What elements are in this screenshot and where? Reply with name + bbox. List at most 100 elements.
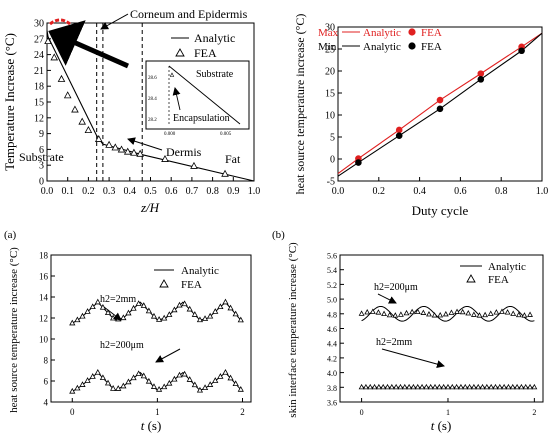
annotation-substrate: Substrate: [19, 150, 64, 164]
fea-point: [150, 383, 158, 389]
fea-point: [201, 315, 209, 321]
y-tick-label: 3.6: [327, 399, 337, 408]
y-tick-labels: -5 0 5 10 15 20 25 30: [325, 23, 335, 188]
fea-point: [522, 383, 529, 390]
fea-point: [419, 383, 425, 390]
fea-point: [161, 314, 168, 321]
fea-point: [504, 309, 511, 315]
fea-point: [510, 310, 517, 316]
y-tick-label: 4.6: [327, 325, 337, 334]
fea-point: [120, 314, 127, 321]
fea-point: [232, 380, 239, 387]
fea-point: [171, 306, 178, 313]
fea-points: [69, 298, 244, 394]
y-tick-label: 4.8: [327, 310, 337, 319]
fea-point: [432, 383, 438, 390]
min-fea-point: [518, 47, 525, 55]
y-tick-label: 4.2: [327, 354, 337, 363]
y-tick-label: 21: [34, 66, 44, 77]
annotation-arrow-2mm: [103, 306, 122, 321]
fea-point: [364, 309, 371, 315]
fea-point: [436, 383, 443, 390]
panel-label-b: (b): [272, 229, 285, 241]
fea-point: [440, 383, 447, 390]
annotation-arrow-200um: [155, 348, 181, 363]
fea-point: [123, 147, 132, 155]
fea-point: [125, 309, 132, 316]
y-tick-label: -5: [327, 177, 335, 188]
annotation-arrow-dermis: [127, 137, 163, 151]
annotation-h2-2mm: h2=2mm: [376, 337, 412, 348]
fea-point: [104, 309, 112, 316]
chart-temperature-vs-depth: 0.0 0.1 0.2 0.3 0.4 0.5 0.6 0.7 0.8 0.9 1.0 0 3 6 9 12…: [2, 7, 260, 215]
y-tick-label: 0: [330, 155, 335, 166]
fea-point: [196, 386, 204, 393]
chart-skin-interface-vs-time: 0 1 2 3.6 3.8 4.0 4.2 4.4 4.6 4.8 5.0 5.2 5.4 5.6 t …: [287, 242, 544, 433]
fea-point: [212, 377, 219, 383]
y-tick-label: 18: [39, 251, 49, 261]
y-tick-label: 4: [44, 398, 49, 408]
tick-marks: [337, 26, 543, 182]
fea-point: [414, 383, 421, 390]
fea-point: [135, 370, 142, 377]
y-tick-label: 5.4: [327, 266, 337, 275]
x-tick-label: 0.9: [227, 186, 240, 197]
pointer-arrow: [48, 20, 130, 69]
y-tick-label: 5: [330, 133, 335, 144]
fea-point: [84, 308, 91, 314]
fea-point: [140, 372, 147, 379]
fea-point: [397, 311, 404, 317]
fea-point: [406, 383, 413, 390]
x-tick-label: 1.0: [248, 186, 261, 197]
fea-point: [427, 383, 434, 390]
y-tick-label: 12: [34, 113, 44, 124]
fea-point: [110, 385, 117, 391]
inset-line: [168, 65, 241, 125]
x-tick-label: 0.0: [332, 186, 345, 197]
annotation-dermis: Dermis: [166, 145, 202, 159]
x-tick-label: 0.2: [82, 186, 95, 197]
y-tick-label: 6: [39, 145, 44, 156]
legend-fea-marker: [159, 279, 169, 288]
y-tick-labels: 0 3 6 9 12 15 18 21 24 27 30: [34, 19, 44, 188]
fea-point: [140, 302, 147, 308]
series-points: [355, 43, 525, 166]
inset-ytick: 28.6: [148, 76, 157, 81]
fea-point: [120, 382, 127, 389]
fea-point: [130, 374, 137, 381]
fea-point: [493, 309, 500, 315]
fea-point: [393, 383, 400, 390]
fea-point: [527, 311, 533, 317]
x-tick-label: 0.6: [165, 186, 178, 197]
x-tick-label: 0.8: [206, 186, 219, 197]
y-tick-label: 16: [39, 272, 49, 282]
fea-point: [136, 149, 144, 157]
fea-point: [496, 383, 503, 390]
y-tick-label: 10: [325, 111, 335, 122]
x-axis-label: t (s): [431, 418, 452, 433]
x-tick-label: 0.6: [454, 186, 467, 197]
legend-min-label: Min: [318, 41, 337, 53]
fea-point: [222, 368, 229, 375]
plot-frame: [337, 26, 543, 182]
fea-point: [155, 316, 163, 322]
fea-point: [201, 384, 209, 391]
y-tick-label: 9: [39, 129, 44, 140]
fea-point: [115, 385, 122, 391]
x-tick-label: 2: [240, 407, 245, 417]
fea-point: [458, 383, 464, 390]
fea-point: [423, 383, 430, 390]
legend-analytic-label: Analytic: [194, 31, 235, 45]
fea-point: [186, 305, 193, 312]
y-tick-label: 18: [34, 82, 44, 93]
min-fea-point: [436, 105, 444, 113]
fea-point: [518, 383, 525, 390]
fea-point: [130, 304, 137, 311]
y-tick-label: 15: [325, 89, 335, 100]
fea-point: [79, 312, 86, 319]
legend-fea-marker: [175, 48, 185, 57]
y-tick-label: 4.0: [327, 369, 337, 378]
x-tick-label: 1: [446, 408, 450, 417]
inset-ytick: 28.4: [148, 97, 157, 102]
